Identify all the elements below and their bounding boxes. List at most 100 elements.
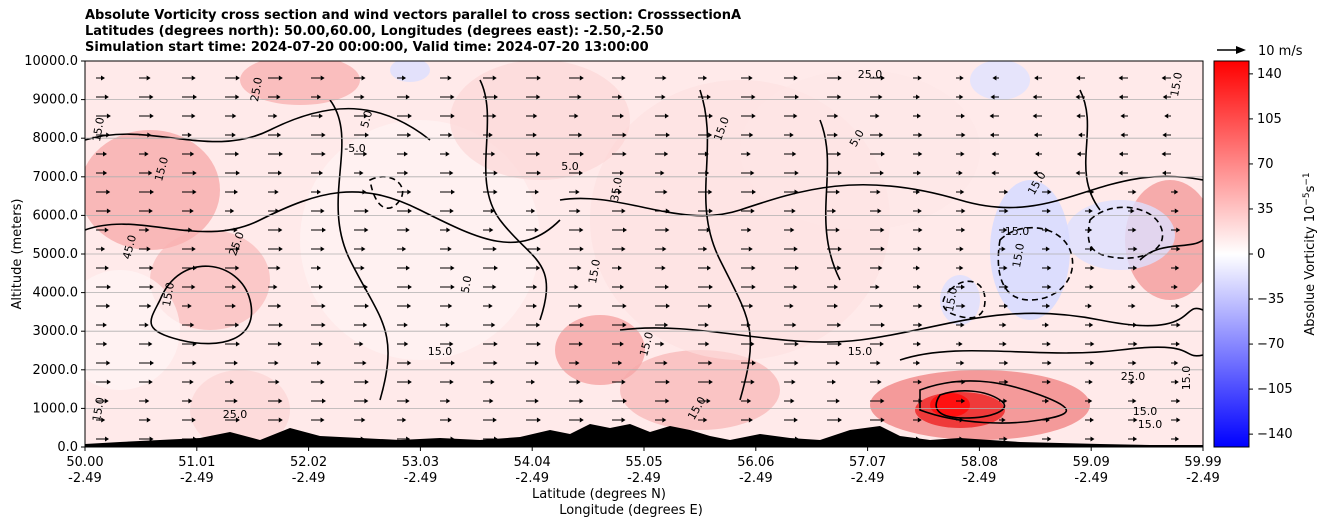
vorticity-region bbox=[240, 61, 360, 105]
wind-vector-head bbox=[403, 151, 408, 157]
wind-vector-head bbox=[404, 170, 409, 176]
x-tick-label-lon: -2.49 bbox=[180, 471, 214, 486]
wind-vector-head bbox=[106, 379, 111, 385]
wind-vector-head bbox=[191, 284, 196, 290]
wind-vector-head bbox=[364, 227, 369, 233]
vorticity-region bbox=[390, 61, 430, 82]
colorbar-tick-label: −140 bbox=[1257, 427, 1293, 442]
wind-vector-head bbox=[278, 417, 283, 423]
wind-vector-head bbox=[407, 379, 412, 385]
wind-vector-head bbox=[579, 246, 584, 252]
wind-vector-head bbox=[880, 417, 885, 423]
wind-vector-head bbox=[361, 246, 366, 252]
wind-vector-head bbox=[751, 284, 756, 290]
wind-vector-head bbox=[832, 379, 837, 385]
wind-vector-head bbox=[961, 227, 966, 233]
wind-vector-head bbox=[321, 227, 326, 233]
wind-vector-head bbox=[534, 227, 539, 233]
title-line-1: Absolute Vorticity cross section and win… bbox=[85, 8, 742, 23]
wind-vector-head bbox=[579, 227, 584, 233]
wind-vector-head bbox=[751, 265, 756, 271]
wind-vector-head bbox=[106, 113, 111, 119]
wind-vector-head bbox=[1162, 132, 1167, 138]
wind-vector-head bbox=[1089, 322, 1094, 328]
wind-vector-head bbox=[960, 151, 965, 157]
vorticity-contours bbox=[85, 79, 1203, 424]
wind-vector-head bbox=[793, 75, 798, 81]
wind-vector-head bbox=[708, 303, 713, 309]
vorticity-region bbox=[1065, 200, 1175, 270]
wind-vector-head bbox=[1176, 417, 1181, 423]
wind-vector-head bbox=[917, 113, 922, 119]
wind-vector-head bbox=[1045, 246, 1050, 252]
wind-vector-head bbox=[751, 94, 756, 100]
wind-vector-head bbox=[577, 265, 582, 271]
wind-vector-head bbox=[317, 94, 322, 100]
contour-label: 15.0 bbox=[428, 345, 453, 358]
wind-vector-head bbox=[278, 322, 283, 328]
wind-vector-head bbox=[747, 227, 752, 233]
x-tick-label-lat: 51.01 bbox=[178, 455, 215, 470]
wind-vector-head bbox=[793, 417, 798, 423]
wind-vector-head bbox=[578, 132, 583, 138]
wind-vector-head bbox=[534, 398, 539, 404]
wind-vector-head bbox=[536, 417, 541, 423]
wind-vector-head bbox=[1088, 227, 1093, 233]
vorticity-region bbox=[555, 315, 645, 385]
wind-vector-head bbox=[1004, 379, 1009, 385]
contour-label: 15.0 bbox=[637, 331, 656, 358]
wind-vector-head bbox=[620, 170, 625, 176]
wind-vector-head bbox=[959, 75, 964, 81]
wind-vector-head bbox=[188, 398, 193, 404]
wind-vector-head bbox=[149, 436, 154, 442]
wind-vector-head bbox=[103, 170, 108, 176]
wind-vector-head bbox=[1090, 360, 1095, 366]
wind-vector-head bbox=[1118, 75, 1123, 81]
x-tick-label-lat: 59.99 bbox=[1184, 455, 1221, 470]
wind-vector-head bbox=[146, 75, 151, 81]
wind-vector-head bbox=[493, 170, 498, 176]
wind-vector-head bbox=[407, 208, 412, 214]
wind-vector-head bbox=[405, 265, 410, 271]
wind-vector-head bbox=[192, 94, 197, 100]
wind-vector-head bbox=[404, 341, 409, 347]
wind-vector-head bbox=[192, 265, 197, 271]
wind-vector-head bbox=[1090, 265, 1095, 271]
wind-vector-head bbox=[664, 322, 669, 328]
wind-vector-head bbox=[576, 208, 581, 214]
wind-vector-head bbox=[663, 189, 668, 195]
wind-vector-head bbox=[274, 360, 279, 366]
wind-vector-head bbox=[148, 379, 153, 385]
wind-vector-head bbox=[789, 303, 794, 309]
wind-vector-head bbox=[278, 75, 283, 81]
wind-vector-head bbox=[579, 322, 584, 328]
y-tick-label: 7000.0 bbox=[33, 170, 79, 185]
wind-vector-head bbox=[446, 227, 451, 233]
wind-vector-head bbox=[275, 208, 280, 214]
wind-vector-head bbox=[1088, 398, 1093, 404]
wind-vector-head bbox=[318, 113, 323, 119]
wind-vector-head bbox=[703, 246, 708, 252]
wind-vector-head bbox=[918, 151, 923, 157]
wind-vector-head bbox=[1131, 303, 1136, 309]
wind-vector-head bbox=[1118, 170, 1123, 176]
wind-vector-head bbox=[532, 303, 537, 309]
wind-vector-head bbox=[1046, 379, 1051, 385]
contour-label: 15.0 bbox=[848, 345, 873, 358]
wind-vector-head bbox=[402, 75, 407, 81]
wind-vector-head bbox=[793, 284, 798, 290]
colorbar-tick-label: 0 bbox=[1257, 247, 1265, 262]
wind-vector-head bbox=[233, 227, 238, 233]
wind-vector-head bbox=[402, 246, 407, 252]
wind-vector-head bbox=[277, 341, 282, 347]
wind-vector-head bbox=[448, 132, 453, 138]
contour-label: -5.0 bbox=[344, 142, 365, 155]
wind-vector-head bbox=[621, 75, 626, 81]
colorbar-ticks: 140 105 70 35 0 −35 −70 −105 −140 bbox=[1249, 67, 1293, 442]
wind-vector-head bbox=[106, 284, 111, 290]
wind-vector-head bbox=[1088, 379, 1093, 385]
x-tick-label-lon: -2.49 bbox=[404, 471, 438, 486]
wind-vector-head bbox=[1076, 75, 1081, 81]
wind-vector-head bbox=[619, 341, 624, 347]
wind-vector-head bbox=[277, 170, 282, 176]
